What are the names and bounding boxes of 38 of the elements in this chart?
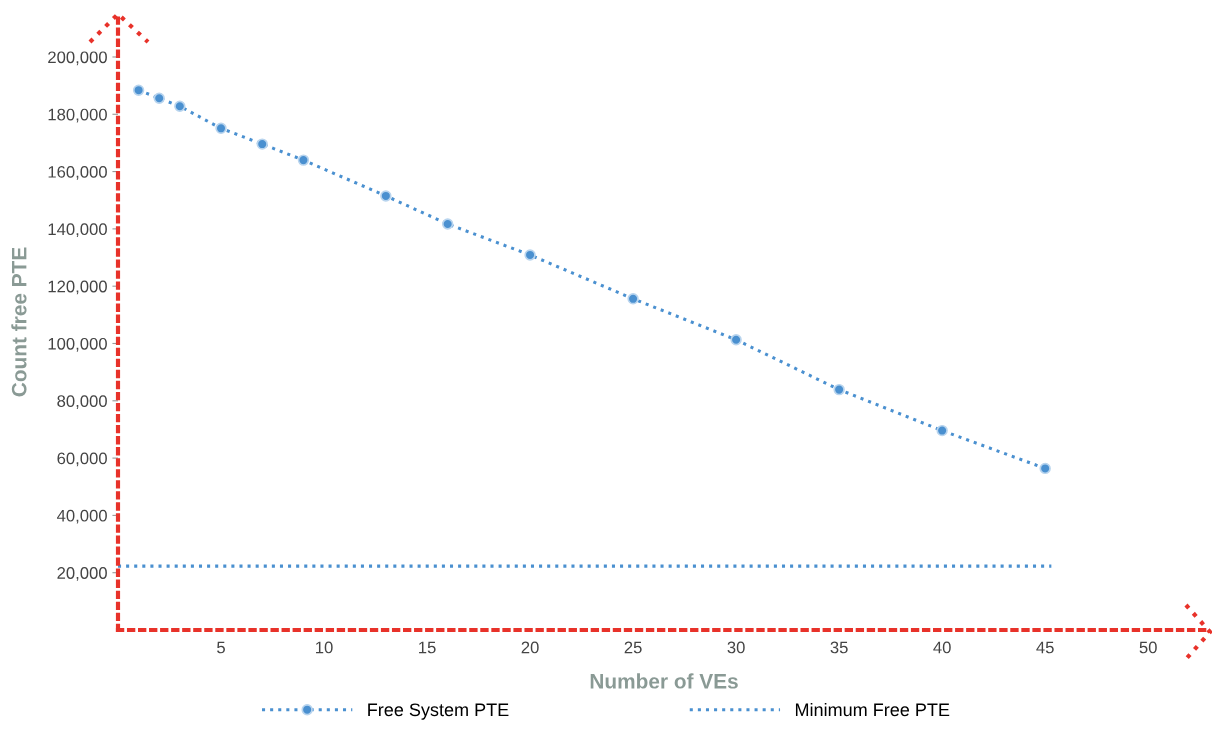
x-tick-label: 20 <box>521 641 539 654</box>
y-axis-title: Count free PTE <box>11 247 27 397</box>
x-tick-label: 15 <box>419 641 436 654</box>
point <box>153 92 165 104</box>
y-tick-label: 100,000 <box>48 337 107 352</box>
x-tick-label: 35 <box>830 641 848 654</box>
y-tick-label: 140,000 <box>48 223 107 238</box>
y-tick-label: 160,000 <box>48 165 107 180</box>
y-tick-label: 120,000 <box>48 280 107 295</box>
legend-label: Minimum Free PTE <box>795 702 950 717</box>
point <box>936 424 948 437</box>
y-tick-label: 200,000 <box>48 51 107 66</box>
x-tick-label: 40 <box>933 641 951 654</box>
point <box>132 84 145 96</box>
point <box>524 249 536 261</box>
y-tick-label: 80,000 <box>57 395 107 409</box>
y-tick-label: 20,000 <box>57 567 107 581</box>
x-tick-label: 50 <box>1139 641 1157 654</box>
y-tick-label: 180,000 <box>48 108 107 123</box>
point <box>441 218 454 230</box>
y-tick-label: 60,000 <box>57 452 107 467</box>
point <box>256 138 268 150</box>
x-tick-label: 25 <box>624 641 642 654</box>
point <box>1039 462 1051 475</box>
x-tick-label: 10 <box>316 641 333 654</box>
x-tick-label: 45 <box>1036 641 1054 654</box>
legend-label: Free System PTE <box>368 703 509 720</box>
point <box>833 383 845 396</box>
point <box>215 122 227 135</box>
x-tick-label: 5 <box>217 641 225 654</box>
point <box>297 154 310 166</box>
x-axis-title: Number of VEs <box>590 673 738 689</box>
point <box>627 293 639 305</box>
point <box>730 334 742 346</box>
x-tick-label: 30 <box>727 641 745 654</box>
point <box>380 190 392 202</box>
y-tick-label: 40,000 <box>56 509 107 524</box>
point <box>174 100 186 112</box>
